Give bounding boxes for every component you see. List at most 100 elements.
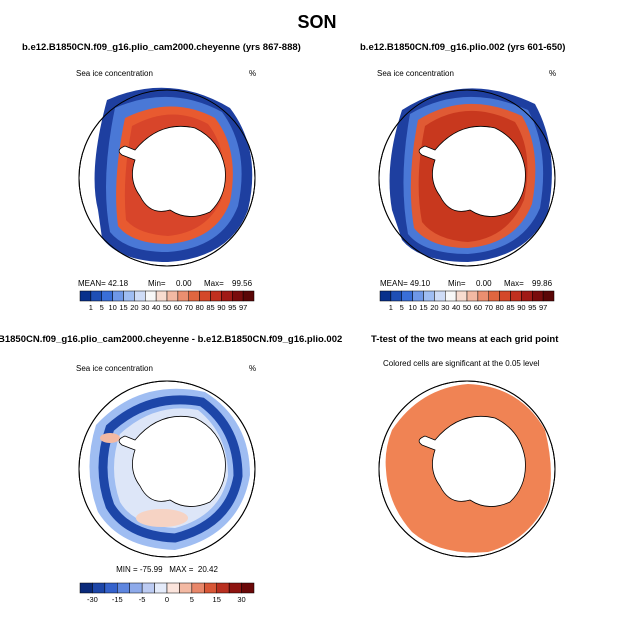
panel-1-colorbar-swatch bbox=[145, 290, 157, 302]
panel-1-colorbar-tick-label: 40 bbox=[152, 303, 160, 312]
panel-2-colorbar-swatch bbox=[379, 290, 392, 302]
panel-1-title: b.e12.B1850CN.f09_g16.plio_cam2000.cheye… bbox=[22, 42, 301, 53]
panel-2-mean-label: MEAN= bbox=[380, 279, 408, 288]
panel-2-colorbar-swatch bbox=[542, 290, 555, 302]
panel-1-colorbar-tick-label: 5 bbox=[100, 303, 104, 312]
panel-3-colorbar-swatch bbox=[129, 582, 143, 594]
panel-1-colorbar-tick-label: 60 bbox=[174, 303, 182, 312]
panel-1-map bbox=[78, 87, 256, 267]
figure-title: SON bbox=[297, 12, 337, 32]
panel-2-colorbar-tick-label: 95 bbox=[528, 303, 536, 312]
panel-2-colorbar-tick-label: 15 bbox=[419, 303, 427, 312]
panel-2-colorbar-swatch bbox=[466, 290, 479, 302]
panel-4-antarctica bbox=[418, 415, 526, 507]
panel-2-colorbar-tick-label: 97 bbox=[539, 303, 547, 312]
panel-3-colorbar: -30 -15 -5 0 5 15 30 bbox=[79, 582, 255, 604]
panel-3-colorbar-tick-label: 15 bbox=[213, 595, 221, 604]
panel-3-colorbar-swatch bbox=[166, 582, 180, 594]
panel-1-colorbar-tick-label: 97 bbox=[239, 303, 247, 312]
panel-1-colorbar-swatch bbox=[134, 290, 146, 302]
panel-2-max-label: Max= bbox=[504, 279, 524, 288]
panel-2-variable-label: Sea ice concentration bbox=[377, 69, 454, 78]
panel-3-colorbar-swatch bbox=[179, 582, 193, 594]
panel-2-colorbar-swatch bbox=[434, 290, 446, 302]
panel-2-antarctica bbox=[418, 125, 526, 217]
panel-1-colorbar-tick-label: 70 bbox=[185, 303, 193, 312]
panel-1-max-value: 99.56 bbox=[232, 279, 253, 288]
panel-1-variable-label: Sea ice concentration bbox=[76, 69, 153, 78]
panel-2-colorbar-swatch bbox=[499, 290, 511, 302]
panel-2-colorbar-swatch bbox=[412, 290, 424, 302]
panel-1-max-label: Max= bbox=[204, 279, 224, 288]
panel-1-colorbar-swatch bbox=[232, 290, 244, 302]
panel-3-diff-ring bbox=[98, 395, 243, 543]
panel-1-colorbar-tick-label: 30 bbox=[141, 303, 149, 312]
panel-1-colorbar-swatch bbox=[188, 290, 200, 302]
panel-1-colorbar-tick-label: 95 bbox=[228, 303, 236, 312]
panel-4-title: T-test of the two means at each grid poi… bbox=[371, 334, 559, 345]
panel-2-colorbar-tick-label: 10 bbox=[408, 303, 416, 312]
panel-1-colorbar-tick-label: 80 bbox=[195, 303, 203, 312]
panel-2-colorbar-tick-label: 20 bbox=[430, 303, 438, 312]
panel-2-colorbar-tick-label: 30 bbox=[441, 303, 449, 312]
panel-2-min-label: Min= bbox=[448, 279, 466, 288]
panel-2-colorbar-swatch bbox=[423, 290, 435, 302]
panel-2-colorbar-tick-label: 90 bbox=[517, 303, 525, 312]
panel-3-colorbar-tick-label: -5 bbox=[139, 595, 146, 604]
panel-3-colorbar-tick-label: 5 bbox=[190, 595, 194, 604]
panel-3-positive-patch bbox=[136, 509, 188, 527]
panel-1-mean-label: MEAN= bbox=[78, 279, 106, 288]
panel-1-colorbar-swatch bbox=[155, 290, 168, 302]
panel-3-colorbar-swatch bbox=[117, 582, 130, 594]
panel-3-colorbar-tick-label: 0 bbox=[165, 595, 169, 604]
panel-3-colorbar-tick-label: -15 bbox=[112, 595, 123, 604]
panel-2-colorbar-tick-label: 5 bbox=[400, 303, 404, 312]
panel-2-colorbar-tick-label: 40 bbox=[452, 303, 460, 312]
panel-1-min-value: 0.00 bbox=[176, 279, 192, 288]
panel-2-max-value: 99.86 bbox=[532, 279, 553, 288]
panel-2-colorbar-swatch bbox=[510, 290, 522, 302]
panel-3-colorbar-swatch bbox=[104, 582, 118, 594]
panel-3-stats: MIN = -75.99 MAX = 20.42 bbox=[116, 565, 218, 574]
panel-1-antarctica bbox=[118, 125, 226, 217]
panel-3-positive-patch-west bbox=[100, 433, 120, 443]
panel-2-mean-value: 49.10 bbox=[410, 279, 431, 288]
panel-1-colorbar-tick-label: 10 bbox=[108, 303, 116, 312]
panel-4-map bbox=[378, 380, 556, 558]
panel-3-colorbar-swatch bbox=[228, 582, 242, 594]
panel-2-map bbox=[378, 88, 556, 267]
panel-1-colorbar-tick-label: 50 bbox=[163, 303, 171, 312]
panel-2-title: b.e12.B1850CN.f09_g16.plio.002 (yrs 601-… bbox=[360, 42, 566, 53]
panel-1-colorbar-tick-label: 20 bbox=[130, 303, 138, 312]
panel-3-variable-label: Sea ice concentration bbox=[76, 364, 153, 373]
panel-2-colorbar-tick-label: 1 bbox=[389, 303, 393, 312]
panel-3-map bbox=[78, 380, 256, 558]
panel-3-colorbar-swatch bbox=[204, 582, 217, 594]
panel-1-colorbar-swatch bbox=[210, 290, 222, 302]
panel-3-colorbar-swatch bbox=[141, 582, 155, 594]
panel-3-colorbar-swatch bbox=[92, 582, 106, 594]
panel-2-colorbar-swatch bbox=[488, 290, 500, 302]
panel-3-title: B1850CN.f09_g16.plio_cam2000.cheyenne - … bbox=[0, 334, 343, 345]
panel-2-colorbar: 1 5 10 15 20 30 40 50 60 70 80 85 90 95 97 bbox=[379, 290, 555, 312]
panel-4-subtitle: Colored cells are significant at the 0.0… bbox=[383, 359, 540, 368]
panel-2-colorbar-tick-label: 80 bbox=[495, 303, 503, 312]
panel-2-colorbar-tick-label: 70 bbox=[485, 303, 493, 312]
panel-3-colorbar-swatch bbox=[154, 582, 168, 594]
panel-2-colorbar-tick-label: 60 bbox=[474, 303, 482, 312]
panel-1-colorbar-swatch bbox=[242, 290, 255, 302]
panel-3-colorbar-tick-label: -30 bbox=[87, 595, 98, 604]
panel-3-antarctica bbox=[118, 415, 226, 507]
panel-1-colorbar-swatch bbox=[79, 290, 92, 302]
panel-1-colorbar-swatch bbox=[199, 290, 211, 302]
panel-2-min-value: 0.00 bbox=[476, 279, 492, 288]
panel-1-colorbar-tick-label: 1 bbox=[89, 303, 93, 312]
panel-1-colorbar-swatch bbox=[221, 290, 233, 302]
panel-1-mean-value: 42.18 bbox=[108, 279, 129, 288]
panel-2-colorbar-swatch bbox=[477, 290, 489, 302]
panel-3-colorbar-swatch bbox=[216, 582, 230, 594]
panel-1-min-label: Min= bbox=[148, 279, 166, 288]
panel-3-units-label: % bbox=[249, 364, 257, 373]
panel-2-colorbar-tick-label: 85 bbox=[506, 303, 514, 312]
